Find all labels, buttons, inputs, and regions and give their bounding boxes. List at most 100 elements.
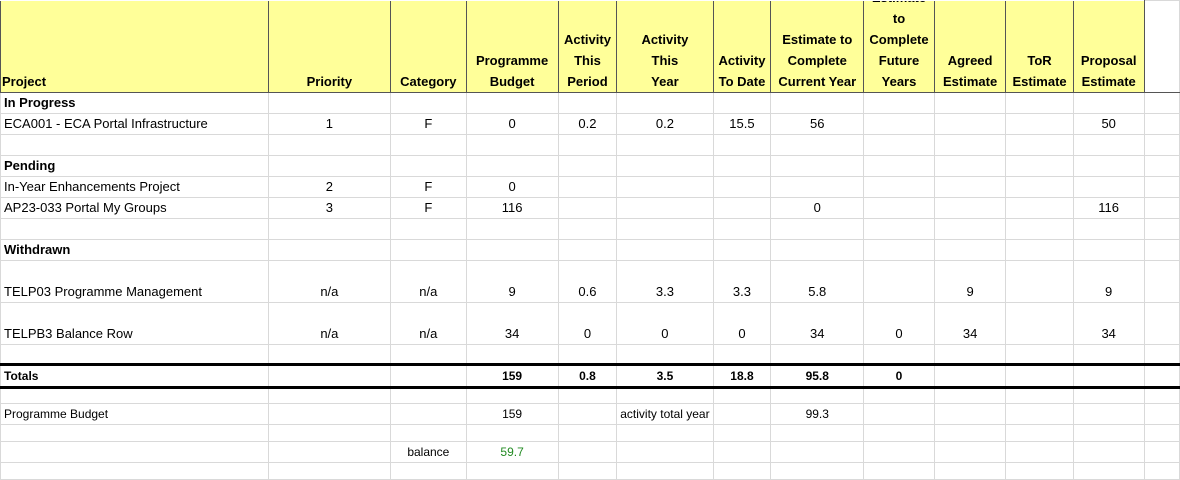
cell[interactable] bbox=[770, 155, 865, 177]
cell[interactable] bbox=[933, 363, 1007, 389]
cell[interactable] bbox=[557, 424, 618, 442]
cell[interactable]: 0.2 bbox=[557, 113, 618, 135]
cell[interactable] bbox=[1072, 155, 1145, 177]
cell[interactable]: 0 bbox=[863, 302, 935, 345]
cell[interactable] bbox=[557, 441, 618, 463]
cell[interactable] bbox=[1072, 218, 1145, 240]
cell[interactable] bbox=[1005, 92, 1074, 114]
cell[interactable] bbox=[616, 344, 714, 365]
column-header[interactable]: Project bbox=[0, 0, 269, 93]
cell[interactable]: Pending bbox=[0, 155, 269, 177]
cell[interactable] bbox=[390, 424, 467, 442]
cell[interactable]: 0 bbox=[465, 176, 559, 198]
cell[interactable] bbox=[863, 424, 935, 442]
cell[interactable] bbox=[1072, 387, 1145, 404]
cell[interactable]: 0 bbox=[770, 197, 865, 219]
cell[interactable]: F bbox=[390, 176, 467, 198]
cell[interactable] bbox=[863, 462, 935, 480]
cell[interactable] bbox=[1143, 441, 1180, 463]
cell[interactable] bbox=[933, 134, 1007, 156]
cell[interactable] bbox=[933, 176, 1007, 198]
cell[interactable]: 34 bbox=[465, 302, 559, 345]
cell[interactable] bbox=[770, 176, 865, 198]
cell[interactable] bbox=[933, 403, 1007, 425]
cell[interactable] bbox=[933, 239, 1007, 261]
cell[interactable] bbox=[863, 403, 935, 425]
cell[interactable]: 15.5 bbox=[712, 113, 772, 135]
cell[interactable] bbox=[616, 176, 714, 198]
cell[interactable]: 34 bbox=[1072, 302, 1145, 345]
cell[interactable] bbox=[933, 92, 1007, 114]
cell[interactable]: 2 bbox=[267, 176, 392, 198]
cell[interactable] bbox=[390, 134, 467, 156]
cell[interactable]: 95.8 bbox=[770, 363, 865, 389]
cell[interactable] bbox=[1072, 403, 1145, 425]
cell[interactable] bbox=[1005, 387, 1074, 404]
cell[interactable] bbox=[1005, 462, 1074, 480]
cell[interactable] bbox=[465, 155, 559, 177]
cell[interactable] bbox=[863, 387, 935, 404]
cell[interactable] bbox=[0, 344, 269, 365]
cell[interactable] bbox=[267, 424, 392, 442]
cell[interactable]: In-Year Enhancements Project bbox=[0, 176, 269, 198]
cell[interactable] bbox=[267, 155, 392, 177]
cell[interactable] bbox=[770, 424, 865, 442]
cell[interactable] bbox=[390, 344, 467, 365]
cell[interactable] bbox=[1005, 302, 1074, 345]
cell[interactable] bbox=[712, 134, 772, 156]
cell[interactable]: 0.2 bbox=[616, 113, 714, 135]
cell[interactable] bbox=[267, 403, 392, 425]
cell[interactable] bbox=[557, 134, 618, 156]
cell[interactable] bbox=[1143, 197, 1180, 219]
cell[interactable]: F bbox=[390, 113, 467, 135]
cell[interactable] bbox=[863, 197, 935, 219]
cell[interactable] bbox=[863, 113, 935, 135]
cell[interactable] bbox=[863, 218, 935, 240]
cell[interactable] bbox=[1005, 197, 1074, 219]
cell[interactable] bbox=[770, 92, 865, 114]
cell[interactable]: 159 bbox=[465, 363, 559, 389]
cell[interactable] bbox=[390, 403, 467, 425]
cell[interactable] bbox=[1005, 344, 1074, 365]
cell[interactable]: 56 bbox=[770, 113, 865, 135]
cell[interactable] bbox=[1005, 176, 1074, 198]
cell[interactable]: Withdrawn bbox=[0, 239, 269, 261]
cell[interactable] bbox=[712, 218, 772, 240]
cell[interactable]: 0.6 bbox=[557, 260, 618, 303]
cell[interactable]: 59.7 bbox=[465, 441, 559, 463]
column-header[interactable]: Category bbox=[390, 0, 467, 93]
cell[interactable] bbox=[770, 387, 865, 404]
cell[interactable] bbox=[712, 403, 772, 425]
column-header[interactable]: Programme Budget bbox=[465, 0, 559, 93]
cell[interactable] bbox=[770, 441, 865, 463]
cell[interactable]: 5.8 bbox=[770, 260, 865, 303]
cell[interactable] bbox=[267, 134, 392, 156]
cell[interactable] bbox=[863, 344, 935, 365]
cell[interactable]: 50 bbox=[1072, 113, 1145, 135]
cell[interactable] bbox=[267, 387, 392, 404]
cell[interactable] bbox=[616, 134, 714, 156]
cell[interactable] bbox=[863, 176, 935, 198]
cell[interactable]: 0.8 bbox=[557, 363, 618, 389]
cell[interactable]: 0 bbox=[557, 302, 618, 345]
cell[interactable] bbox=[770, 239, 865, 261]
cell[interactable] bbox=[616, 441, 714, 463]
cell[interactable]: 0 bbox=[616, 302, 714, 345]
cell[interactable] bbox=[933, 113, 1007, 135]
cell[interactable] bbox=[1005, 239, 1074, 261]
column-header[interactable]: Proposal Estimate bbox=[1072, 0, 1145, 93]
cell[interactable] bbox=[1005, 441, 1074, 463]
cell[interactable] bbox=[933, 344, 1007, 365]
cell[interactable] bbox=[1005, 218, 1074, 240]
column-header[interactable]: Priority bbox=[267, 0, 392, 93]
cell[interactable] bbox=[712, 197, 772, 219]
cell[interactable] bbox=[1143, 0, 1180, 93]
cell[interactable] bbox=[1143, 113, 1180, 135]
cell[interactable] bbox=[267, 92, 392, 114]
cell[interactable] bbox=[712, 155, 772, 177]
cell[interactable] bbox=[770, 218, 865, 240]
cell[interactable]: 34 bbox=[770, 302, 865, 345]
cell[interactable]: ECA001 - ECA Portal Infrastructure bbox=[0, 113, 269, 135]
column-header[interactable]: Estimate to Complete Current Year bbox=[770, 0, 865, 93]
cell[interactable]: Totals bbox=[0, 363, 269, 389]
